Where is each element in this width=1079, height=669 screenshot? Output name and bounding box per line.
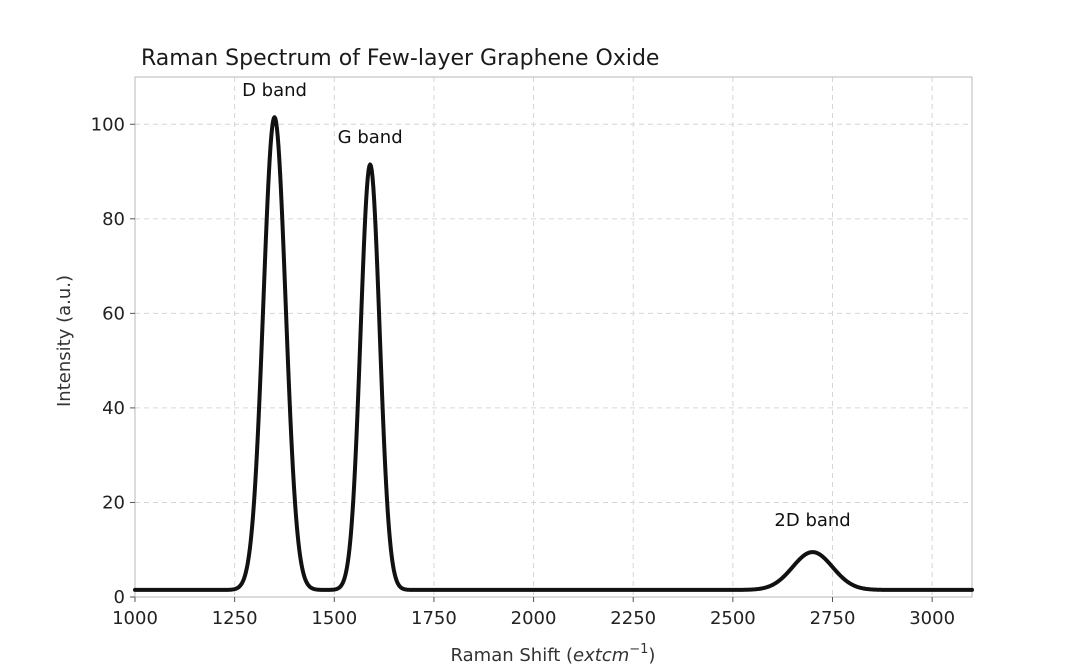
chart-title: Raman Spectrum of Few-layer Graphene Oxi… [141,46,659,71]
axis-ticks: 1000 1250 1500 1750 2000 2250 2500 2750 3000 0 20 4… [91,114,955,629]
x-axis-label: Raman Shift (extcm−1) [451,642,656,665]
y-tick-label: 0 [114,587,125,608]
y-tick-label: 20 [102,492,125,513]
peak-annotation: G band [338,127,403,148]
y-tick-label: 40 [102,398,125,419]
y-tick-label: 60 [102,303,125,324]
x-tick-label: 1000 [112,608,158,629]
x-tick-label: 1500 [311,608,357,629]
peak-annotation: D band [242,80,307,101]
y-tick-label: 80 [102,209,125,230]
x-axis-label-suffix: ) [648,645,655,665]
grid [134,77,972,598]
x-tick-label: 1750 [411,608,457,629]
y-axis-label: Intensity (a.u.) [54,275,75,407]
x-axis-label-prefix: Raman Shift ( [451,645,574,665]
peak-annotation: 2D band [774,510,850,531]
spectrum-line [133,115,974,592]
x-tick-label: 1250 [212,608,258,629]
x-tick-label: 2000 [511,608,557,629]
plot-frame [134,76,973,598]
series [133,115,974,592]
annotations: D band G band 2D band [242,80,851,531]
x-tick-label: 2750 [810,608,856,629]
x-tick-label: 2500 [710,608,756,629]
x-axis-label-exponent: −1 [629,642,648,657]
x-tick-label: 3000 [909,608,955,629]
y-tick-label: 100 [91,114,125,135]
x-tick-label: 2250 [610,608,656,629]
x-axis-label-math: extcm [573,645,629,665]
